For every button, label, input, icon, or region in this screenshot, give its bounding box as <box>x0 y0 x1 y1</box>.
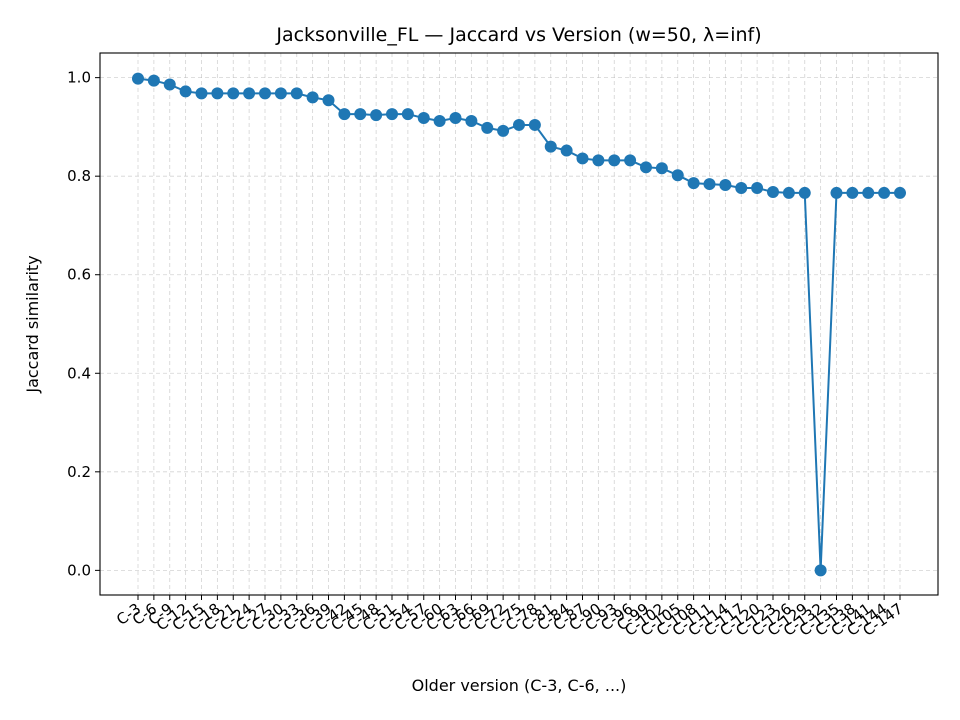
y-tick-label: 1.0 <box>67 69 91 87</box>
data-point <box>274 87 287 100</box>
data-point <box>608 154 621 167</box>
data-point <box>640 161 652 174</box>
data-point <box>878 186 891 199</box>
data-point <box>370 109 383 122</box>
data-point <box>433 114 446 127</box>
data-point <box>163 78 176 91</box>
y-axis-label: Jaccard similarity <box>23 255 42 393</box>
chart-title: Jacksonville_FL — Jaccard vs Version (w=… <box>275 24 761 46</box>
y-tick-label: 0.8 <box>67 167 91 185</box>
data-point <box>719 179 732 192</box>
data-point <box>624 154 637 167</box>
data-point <box>322 94 335 107</box>
data-point <box>259 87 271 100</box>
data-point <box>132 72 144 85</box>
plot-frame <box>99 52 939 596</box>
data-point <box>782 186 795 199</box>
x-axis-label: Older version (C-3, C-6, ...) <box>412 676 627 695</box>
data-point <box>703 178 716 191</box>
data-point <box>560 144 573 157</box>
data-point <box>862 186 875 199</box>
data-point <box>671 169 684 182</box>
grid <box>100 53 938 595</box>
data-point <box>481 121 494 134</box>
data-point <box>227 87 240 100</box>
y-tick-label: 0.0 <box>67 561 91 579</box>
data-point <box>401 108 414 121</box>
data-point <box>211 87 224 100</box>
data-point <box>735 182 748 195</box>
data-point <box>544 140 557 153</box>
data-point <box>592 154 605 167</box>
data-points <box>132 72 906 577</box>
data-point <box>386 108 398 121</box>
data-point <box>147 74 160 87</box>
data-point <box>655 162 668 175</box>
data-point <box>513 118 525 131</box>
data-point <box>751 182 764 195</box>
data-point <box>243 87 256 100</box>
data-point <box>195 87 208 100</box>
data-point <box>497 124 510 137</box>
x-ticks: C-3C-6C-9C-12C-15C-18C-21C-24C-27C-30C-3… <box>113 595 906 640</box>
data-point <box>894 186 906 199</box>
data-point <box>767 185 779 198</box>
data-point <box>846 186 859 199</box>
data-point <box>179 85 192 98</box>
data-point <box>306 91 319 104</box>
data-point <box>576 152 589 165</box>
data-point <box>830 186 843 199</box>
data-point <box>417 112 430 125</box>
data-point <box>798 186 811 199</box>
data-point <box>814 564 827 577</box>
data-point <box>465 114 478 127</box>
y-ticks: 0.0 0.2 0.4 0.6 0.8 1.0 <box>67 69 100 579</box>
data-point <box>290 87 303 100</box>
data-point <box>528 118 541 131</box>
data-point <box>338 108 351 121</box>
data-point <box>449 112 462 125</box>
y-tick-label: 0.4 <box>67 364 91 382</box>
data-point <box>687 177 700 190</box>
data-point <box>354 108 367 121</box>
y-tick-label: 0.6 <box>67 266 91 284</box>
y-tick-label: 0.2 <box>67 463 91 481</box>
